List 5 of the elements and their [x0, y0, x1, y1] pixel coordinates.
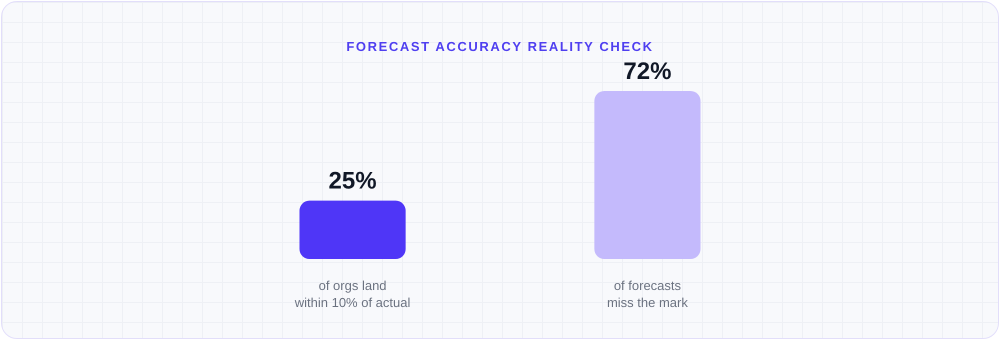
data-label: 72%: [623, 58, 672, 85]
chart-title: FORECAST ACCURACY REALITY CHECK: [346, 39, 654, 54]
data-label: 25%: [328, 168, 377, 195]
x-tick-label: of forecasts miss the mark: [606, 278, 688, 310]
x-tick-label: of orgs land within 10% of actual: [294, 278, 410, 310]
